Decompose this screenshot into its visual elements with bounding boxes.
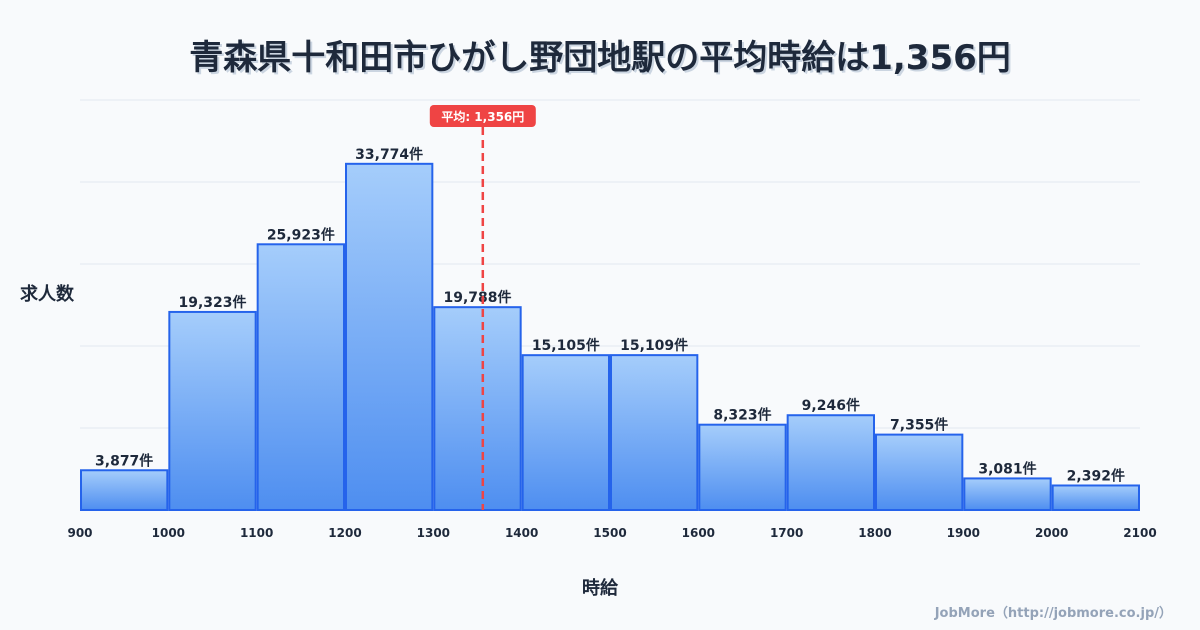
x-tick-label: 1500 [593,526,626,540]
x-tick-label: 1600 [682,526,715,540]
bar-value-label: 19,788件 [443,289,511,306]
x-axis-label: 時給 [582,578,618,599]
histogram-bar [80,469,169,511]
histogram-bar [610,354,699,511]
x-tick-label: 1400 [505,526,538,540]
bar-value-label: 15,105件 [532,337,600,354]
histogram-bar [786,414,876,511]
x-tick-label: 1900 [947,526,980,540]
chart-title: 青森県十和田市ひがし野団地駅の平均時給は1,356円 [189,38,1011,78]
histogram-bar [345,162,434,511]
histogram-bar [963,477,1052,511]
bar-value-label: 8,323件 [713,407,771,424]
x-tick-label: 1700 [770,526,803,540]
histogram-bar [1051,484,1140,511]
x-tick-label: 1200 [328,526,361,540]
bar-value-label: 2,392件 [1067,467,1125,484]
x-tick-label: 2000 [1035,526,1068,540]
histogram-bar [521,354,611,511]
bar-value-label: 7,355件 [890,417,948,434]
bar-value-label: 15,109件 [620,337,688,354]
average-label: 平均: 1,356円 [441,109,524,124]
bar-value-label: 3,877件 [95,452,153,469]
bar-value-label: 25,923件 [267,226,335,243]
bar-value-label: 33,774件 [355,146,423,163]
y-axis-label: 求人数 [20,284,74,305]
histogram-bar [433,306,522,511]
x-tick-label: 900 [67,526,92,540]
histogram-bar [256,243,345,511]
x-tick-label: 2100 [1123,526,1156,540]
x-tick-label: 1800 [858,526,891,540]
histogram-bar [875,433,964,511]
bar-value-label: 3,081件 [978,460,1036,477]
bar-value-label: 9,246件 [802,397,860,414]
bar-value-label: 19,323件 [178,294,246,311]
credit-text: JobMore（http://jobmore.co.jp/） [934,606,1172,621]
average-badge [429,105,536,127]
x-tick-label: 1300 [417,526,450,540]
histogram-bar [698,423,787,511]
x-tick-label: 1100 [240,526,273,540]
histogram-bar [168,310,257,511]
x-tick-label: 1000 [152,526,185,540]
